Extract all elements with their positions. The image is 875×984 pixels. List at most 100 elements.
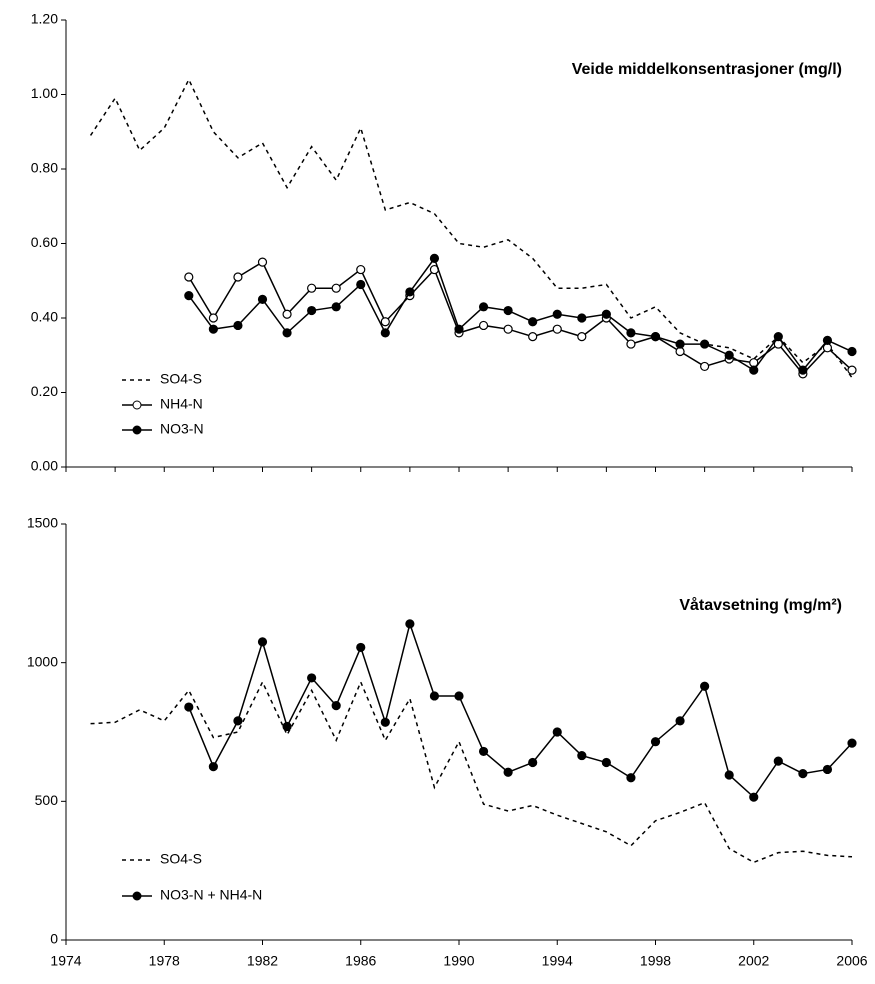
data-point: [675, 716, 685, 726]
data-point: [356, 279, 366, 290]
data-point: [626, 339, 636, 349]
data-point: [233, 716, 243, 726]
data-point: [577, 750, 587, 761]
legend-marker: [132, 425, 142, 435]
data-point: [773, 332, 783, 342]
data-point: [528, 757, 538, 768]
data-point: [822, 335, 833, 345]
data-point: [208, 313, 218, 323]
data-point: [700, 339, 710, 349]
x-tick-label: 1994: [542, 953, 573, 969]
data-point: [282, 328, 292, 338]
data-point: [307, 305, 317, 316]
legend-marker: [132, 400, 142, 410]
data-point: [429, 691, 440, 701]
series-line: [188, 621, 853, 799]
data-point: [503, 324, 513, 334]
data-point: [331, 283, 341, 293]
legend-label: NO3-N: [160, 421, 204, 437]
data-point: [798, 365, 808, 375]
data-point: [307, 673, 317, 683]
data-point: [650, 737, 661, 747]
data-point: [257, 257, 268, 267]
data-point: [552, 309, 562, 319]
data-point: [601, 757, 611, 768]
data-point: [282, 721, 292, 732]
data-point: [528, 332, 538, 342]
legend-label: NO3-N + NH4-N: [160, 887, 262, 903]
data-point: [208, 324, 218, 334]
data-point: [405, 287, 415, 297]
data-point: [749, 792, 759, 802]
data-point: [798, 768, 808, 779]
data-point: [626, 773, 636, 783]
data-point: [773, 756, 783, 766]
x-tick-label: 1982: [247, 953, 278, 969]
legend-label: NH4-N: [160, 396, 203, 412]
data-point: [626, 328, 636, 338]
data-point: [257, 294, 268, 304]
data-point: [822, 764, 833, 775]
data-point: [331, 302, 341, 312]
x-tick-label: 1986: [345, 953, 376, 969]
y-tick-label: 0.00: [31, 458, 58, 474]
y-tick-label: 1.20: [31, 11, 58, 27]
data-point: [528, 317, 538, 327]
data-point: [380, 328, 390, 338]
data-point: [454, 691, 464, 701]
data-point: [380, 717, 390, 727]
data-point: [503, 305, 513, 316]
series-line: [90, 680, 853, 864]
chart-title: Veide middelkonsentrasjoner (mg/l): [572, 61, 842, 78]
series-line: [188, 261, 853, 376]
y-tick-label: 500: [35, 792, 59, 808]
data-point: [184, 272, 194, 282]
x-tick-label: 1974: [50, 953, 81, 969]
x-tick-label: 1990: [443, 953, 474, 969]
data-point: [650, 332, 661, 342]
data-point: [577, 332, 587, 342]
x-tick-label: 1998: [640, 953, 671, 969]
y-tick-label: 0.40: [31, 309, 58, 325]
data-point: [675, 346, 685, 357]
data-point: [257, 637, 268, 647]
y-tick-label: 0: [50, 931, 58, 947]
legend-marker: [132, 891, 142, 901]
data-point: [233, 320, 243, 331]
data-point: [331, 701, 341, 711]
data-point: [847, 738, 857, 748]
data-point: [405, 619, 415, 629]
data-point: [380, 317, 390, 327]
x-tick-label: 1978: [149, 953, 180, 969]
data-point: [724, 770, 734, 780]
y-tick-label: 1000: [27, 653, 58, 669]
data-point: [601, 309, 611, 319]
data-point: [184, 702, 194, 712]
data-point: [847, 365, 857, 375]
data-point: [233, 272, 243, 282]
y-tick-label: 0.60: [31, 234, 58, 250]
data-point: [700, 361, 710, 372]
data-point: [675, 339, 685, 349]
x-tick-label: 2006: [836, 953, 867, 969]
series-line: [188, 256, 853, 372]
data-point: [552, 324, 562, 334]
y-tick-label: 0.20: [31, 383, 58, 399]
x-tick-label: 2002: [738, 953, 769, 969]
data-point: [184, 291, 194, 301]
y-tick-label: 0.80: [31, 160, 58, 176]
y-tick-label: 1500: [27, 515, 58, 531]
legend-label: SO4-S: [160, 851, 202, 867]
data-point: [429, 253, 440, 263]
legend-label: SO4-S: [160, 371, 202, 387]
data-point: [356, 642, 366, 653]
data-point: [307, 283, 317, 293]
data-point: [282, 309, 292, 319]
data-point: [552, 727, 562, 737]
data-point: [822, 343, 833, 353]
data-point: [700, 681, 710, 691]
data-point: [208, 762, 218, 772]
y-tick-label: 1.00: [31, 85, 58, 101]
data-point: [503, 767, 513, 777]
